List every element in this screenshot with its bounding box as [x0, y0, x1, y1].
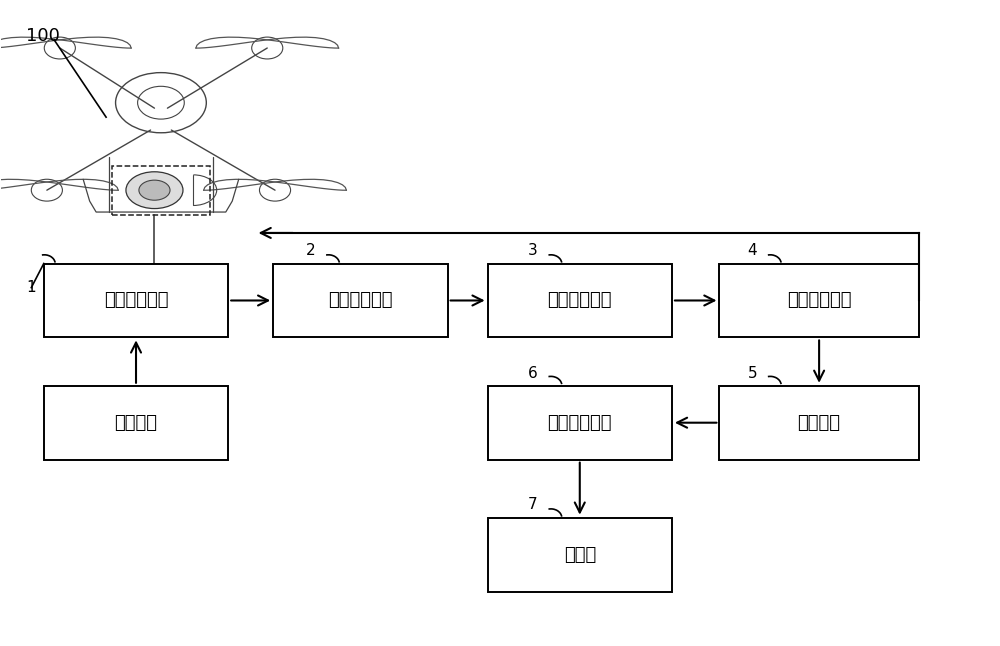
Circle shape	[126, 172, 183, 209]
FancyBboxPatch shape	[44, 264, 228, 337]
FancyBboxPatch shape	[719, 386, 919, 460]
Text: 定位模块: 定位模块	[798, 413, 841, 432]
FancyBboxPatch shape	[273, 264, 448, 337]
Text: 100: 100	[26, 27, 60, 45]
FancyBboxPatch shape	[488, 517, 672, 592]
Text: 目标物体: 目标物体	[115, 413, 158, 432]
Text: 图像识别模块: 图像识别模块	[548, 291, 612, 309]
Text: 7: 7	[528, 497, 538, 512]
Text: 人机接口模块: 人机接口模块	[548, 413, 612, 432]
Circle shape	[139, 180, 170, 200]
Text: 跟踪控制模块: 跟踪控制模块	[787, 291, 851, 309]
FancyBboxPatch shape	[488, 386, 672, 460]
Text: 6: 6	[528, 366, 538, 380]
Text: 5: 5	[747, 366, 757, 380]
Text: 1: 1	[26, 280, 36, 295]
Text: 图像采集模块: 图像采集模块	[104, 291, 168, 309]
FancyBboxPatch shape	[488, 264, 672, 337]
Text: 图像传输模块: 图像传输模块	[328, 291, 393, 309]
Text: 2: 2	[306, 244, 315, 258]
FancyBboxPatch shape	[44, 386, 228, 460]
FancyBboxPatch shape	[719, 264, 919, 337]
Text: 4: 4	[747, 244, 757, 258]
Text: 客户端: 客户端	[564, 546, 596, 563]
Text: 3: 3	[528, 244, 538, 258]
